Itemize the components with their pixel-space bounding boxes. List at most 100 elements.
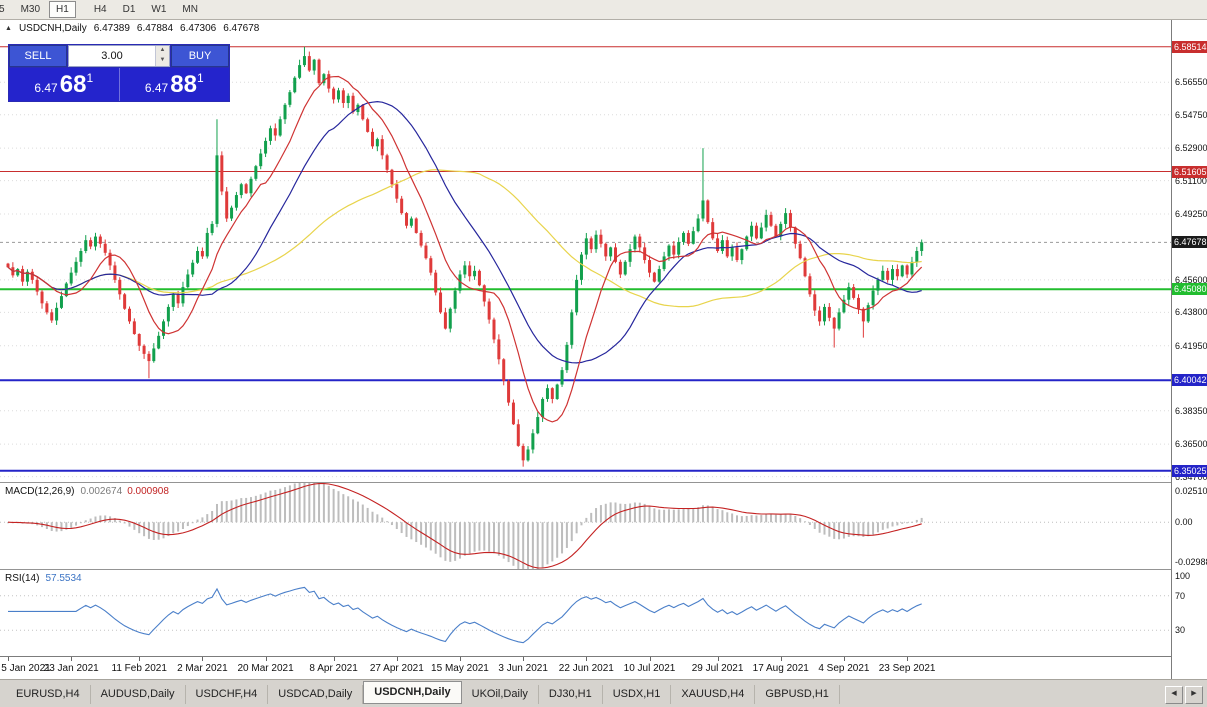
tab-scroll-right-icon[interactable]: ▶ [1185,686,1203,704]
time-tick [649,657,651,661]
chart-tab-xauusd[interactable]: XAUUSD,H4 [671,685,756,704]
volume-value[interactable]: 3.00 [101,50,123,62]
rsi-panel-canvas[interactable] [0,570,1171,656]
level-price-badge: 6.40042 [1172,374,1207,387]
ma-55-line[interactable] [7,169,922,308]
chart-workspace: ▲ USDCNH,Daily 6.47389 6.47884 6.47306 6… [0,20,1207,679]
ask-pipette: 1 [196,70,204,85]
timeframe-button-mn[interactable]: MN [175,1,205,18]
chart-plot-area[interactable]: ▲ USDCNH,Daily 6.47389 6.47884 6.47306 6… [0,20,1171,679]
macd-axis-min: -0.02988 [1175,557,1207,567]
time-tick [265,657,267,661]
macd-panel-separator[interactable] [0,482,1207,483]
chart-tab-ukoil[interactable]: UKOil,Daily [462,685,539,704]
time-tick [333,657,335,661]
time-tick [71,657,73,661]
rsi-line[interactable] [8,586,922,644]
buy-button[interactable]: BUY [171,45,229,67]
time-axis-label: 5 Jan 2021 [1,663,51,674]
time-tick [396,657,398,661]
chart-tab-gbpusd[interactable]: GBPUSD,H1 [755,685,840,704]
macd-panel-canvas[interactable] [0,483,1171,569]
time-axis-label: 27 Apr 2021 [369,663,424,674]
macd-value: 0.002674 [80,486,123,497]
time-tick [717,657,719,661]
time-tick [780,657,782,661]
chart-tab-usdchf[interactable]: USDCHF,H4 [186,685,269,704]
level-price-badge: 6.51605 [1172,165,1207,178]
price-axis-label: 6.51100 [1175,175,1207,186]
chart-tab-usdx[interactable]: USDX,H1 [603,685,672,704]
time-axis-label: 8 Apr 2021 [309,663,358,674]
chart-tab-usdcad[interactable]: USDCAD,Daily [268,685,364,704]
ohlc-low: 6.47306 [180,23,217,34]
timeframe-button-h4[interactable]: H4 [87,1,114,18]
chart-tabs-bar: EURUSD,H4 AUDUSD,Daily USDCHF,H4 USDCAD,Dai… [0,679,1207,707]
timeframe-button-h1[interactable]: H1 [49,1,76,18]
time-tick [907,657,909,661]
volume-up-icon[interactable]: ▲ [156,46,169,56]
timeframe-button-w1[interactable]: W1 [144,1,173,18]
time-axis-label: 3 Jun 2021 [498,663,548,674]
chart-tab-eurusd[interactable]: EURUSD,H4 [6,685,91,704]
volume-field[interactable]: 3.00 ▲ ▼ [68,45,170,67]
time-tick [459,657,461,661]
timeframe-button-m30[interactable]: M30 [14,1,47,18]
candles-layer [6,46,924,467]
sell-button[interactable]: SELL [9,45,67,67]
chart-collapse-icon[interactable]: ▲ [5,25,12,32]
ma-10-line[interactable] [7,75,923,423]
time-axis[interactable]: 5 Jan 2021 23 Jan 2021 11 Feb 2021 2 Mar 20… [0,656,1171,679]
macd-signal-value: 0.000908 [127,486,169,497]
ask-prefix: 6.47 [144,80,169,95]
rsi-label: RSI(14) 57.5534 [5,573,82,584]
time-tick [8,657,9,661]
chart-symbol-label: USDCNH,Daily [18,23,87,34]
price-axis-label: 6.36500 [1175,439,1207,450]
rsi-axis-70: 70 [1175,590,1186,601]
time-axis-label: 4 Sep 2021 [818,663,870,674]
time-axis-label: 29 Jul 2021 [691,663,744,674]
time-axis-label: 11 Feb 2021 [111,663,167,674]
tab-scroll-left-icon[interactable]: ◀ [1165,686,1183,704]
bid-pipette: 1 [86,70,94,85]
bid-big-digits: 68 [59,70,87,98]
level-price-badge: 6.45080 [1172,283,1207,296]
bid-price-display[interactable]: 6.47 68 1 [9,68,119,101]
level-price-badge: 6.35025 [1172,464,1207,477]
chart-tab-dj30[interactable]: DJ30,H1 [539,685,603,704]
macd-axis-zero: 0.00 [1175,517,1193,528]
macd-signal-line[interactable] [7,483,922,569]
time-axis-label: 15 May 2021 [431,663,489,674]
rsi-axis-100: 100 [1175,571,1191,581]
time-axis-label: 2 Mar 2021 [177,663,228,674]
ask-price-display[interactable]: 6.47 88 1 [118,68,230,101]
macd-name: MACD(12,26,9) [5,486,75,497]
macd-histogram [7,483,923,569]
price-axis-label: 6.49250 [1175,209,1207,219]
timeframe-button-5[interactable]: 5 [0,1,12,18]
ask-big-digits: 88 [170,70,197,98]
tab-scroll-controls: ◀ ▶ [1165,686,1203,704]
price-axis-label: 6.45600 [1175,274,1207,285]
one-click-trade-panel: SELL 3.00 ▲ ▼ BUY 6.47 68 1 [8,44,230,102]
chart-tab-audusd[interactable]: AUDUSD,Daily [91,685,186,704]
time-tick [586,657,588,661]
price-axis[interactable]: 6.56550 6.54750 6.52900 6.51100 6.49250 6.456… [1171,20,1207,679]
timeframe-button-d1[interactable]: D1 [116,1,143,18]
ohlc-close: 6.47678 [223,23,260,34]
main-chart-canvas[interactable] [0,20,1171,482]
rsi-panel-separator[interactable] [0,569,1207,570]
chart-tab-usdcnh[interactable]: USDCNH,Daily [363,681,462,704]
ohlc-open: 6.47389 [93,23,130,34]
macd-label: MACD(12,26,9) 0.002674 0.000908 [5,486,169,497]
macd-axis-max: 0.02510 [1175,486,1207,496]
volume-down-icon[interactable]: ▼ [156,56,169,66]
ma-24-line[interactable] [7,100,922,364]
time-axis-label: 10 Jul 2021 [623,663,676,674]
time-axis-label: 23 Jan 2021 [43,663,99,674]
price-axis-label: 6.38350 [1175,405,1207,416]
rsi-name: RSI(14) [5,573,40,584]
